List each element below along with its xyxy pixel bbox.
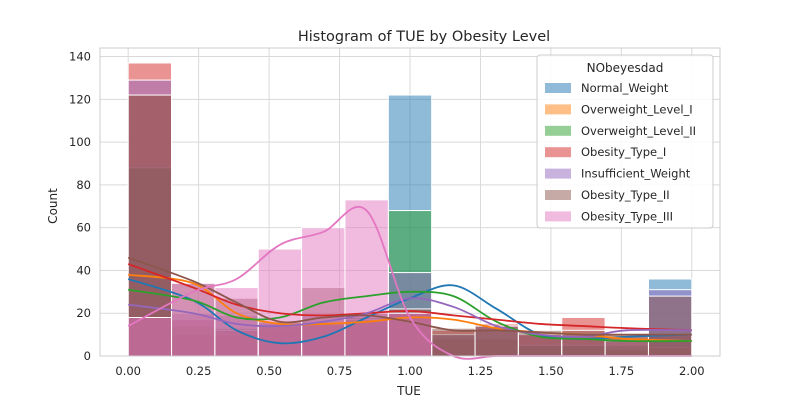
legend-swatch-Overweight_Level_I: [545, 104, 571, 115]
x-tick-label-5: 1.25: [468, 364, 494, 378]
y-tick-label-7: 140: [69, 50, 91, 64]
legend-label-Overweight_Level_II: Overweight_Level_II: [581, 124, 696, 138]
legend-title: NObeyesdad: [587, 61, 664, 75]
x-axis-label: TUE: [396, 384, 421, 398]
legend-swatch-Normal_Weight: [545, 83, 571, 93]
legend-box: [536, 54, 714, 229]
legend-label-Insufficient_Weight: Insufficient_Weight: [581, 167, 691, 181]
y-axis-label: Count: [46, 188, 60, 224]
y-tick-label-4: 80: [76, 178, 91, 192]
legend-items: Normal_Weight Overweight_Level_I Overweigh…: [545, 81, 696, 223]
kde-Overweight_Level_II: [128, 288, 692, 343]
x-tick-label-3: 0.75: [327, 364, 353, 378]
x-tick-label-8: 2.00: [679, 364, 705, 378]
axis-ticks: 0.00 0.25 0.50 0.75 1.00 1.25 1.50 1.75 2.00 0 20 4…: [69, 50, 705, 378]
bar-Obesity_Type_III-2: [214, 287, 259, 357]
y-tick-label-1: 20: [76, 306, 91, 320]
y-tick-label-5: 100: [69, 135, 91, 149]
kde-curves: [127, 205, 692, 360]
bar-Obesity_Type_III-5: [344, 199, 389, 357]
y-tick-label-3: 60: [76, 221, 91, 235]
legend-label-Normal_Weight: Normal_Weight: [581, 81, 669, 95]
kde-Insufficient_Weight: [128, 297, 692, 338]
legend-label-Obesity_Type_II: Obesity_Type_II: [581, 188, 670, 202]
legend-swatch-Obesity_Type_III: [545, 211, 571, 222]
x-tick-label-6: 1.50: [538, 364, 564, 378]
bar-Obesity_Type_III-0: [127, 317, 173, 357]
legend-swatch-Insufficient_Weight: [545, 168, 571, 179]
x-tick-label-0: 0.00: [115, 364, 141, 378]
bar-Obesity_Type_III-4: [301, 227, 346, 357]
legend-swatch-Obesity_Type_I: [545, 147, 571, 158]
legend-label-Obesity_Type_III: Obesity_Type_III: [581, 209, 673, 223]
y-tick-label-2: 40: [76, 263, 91, 277]
x-tick-label-2: 0.50: [256, 364, 282, 378]
legend-label-Overweight_Level_I: Overweight_Level_I: [581, 102, 693, 116]
legend-swatch-Overweight_Level_II: [545, 125, 571, 136]
y-tick-label-6: 120: [69, 92, 91, 106]
legend: NObeyesdad Normal_Weight Overweight_Level…: [536, 54, 714, 229]
kde-Obesity_Type_II: [127, 256, 692, 336]
y-tick-label-0: 0: [84, 349, 91, 363]
chart-title: Histogram of TUE by Obesity Level: [298, 29, 550, 45]
kde-Obesity_Type_I: [127, 263, 692, 332]
bar-Obesity_Type_II-7: [431, 327, 476, 357]
bar-Obesity_Type_II-12: [647, 295, 693, 357]
legend-label-Obesity_Type_I: Obesity_Type_I: [581, 145, 666, 159]
x-tick-label-4: 1.00: [397, 364, 423, 378]
bar-Obesity_Type_II-0: [127, 94, 173, 357]
x-tick-label-1: 0.25: [186, 364, 212, 378]
plot-frame: [99, 47, 721, 357]
x-tick-label-7: 1.75: [609, 364, 635, 378]
legend-swatch-Obesity_Type_II: [545, 190, 571, 200]
bar-Obesity_Type_III-6: [387, 312, 433, 357]
